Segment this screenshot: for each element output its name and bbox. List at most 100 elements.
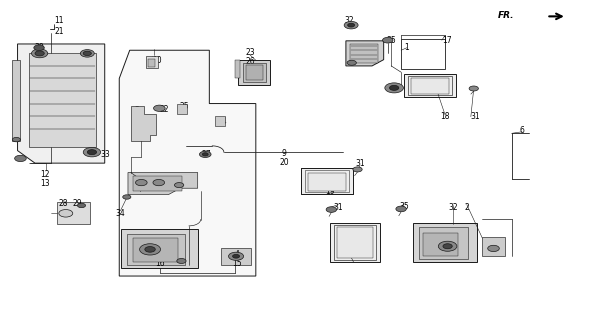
Bar: [350, 44, 378, 63]
Circle shape: [438, 241, 457, 251]
Polygon shape: [121, 229, 197, 268]
Polygon shape: [29, 53, 96, 148]
Bar: [177, 104, 187, 114]
Circle shape: [382, 37, 393, 43]
Circle shape: [390, 85, 398, 90]
Bar: [246, 65, 263, 80]
Circle shape: [87, 150, 97, 155]
Circle shape: [232, 254, 240, 258]
Polygon shape: [119, 50, 256, 276]
Circle shape: [344, 21, 358, 29]
Polygon shape: [128, 172, 197, 195]
Polygon shape: [12, 60, 20, 141]
Bar: [404, 74, 457, 97]
Text: 15: 15: [232, 259, 241, 268]
Circle shape: [228, 252, 244, 260]
Text: 30: 30: [35, 43, 44, 52]
Bar: [133, 238, 178, 262]
Text: 11: 11: [55, 16, 64, 25]
Bar: [221, 248, 251, 265]
Text: 13: 13: [40, 179, 50, 188]
Text: 6: 6: [519, 126, 524, 135]
Bar: [127, 234, 185, 265]
Bar: [133, 176, 182, 191]
Circle shape: [202, 153, 208, 156]
Text: 31: 31: [355, 159, 365, 168]
Circle shape: [59, 210, 73, 217]
Text: 35: 35: [386, 36, 396, 45]
Circle shape: [347, 23, 355, 27]
Polygon shape: [57, 202, 90, 224]
Bar: [411, 78, 449, 93]
Bar: [301, 168, 353, 195]
Bar: [308, 172, 346, 191]
Circle shape: [396, 206, 406, 212]
Circle shape: [353, 167, 362, 172]
Text: 22: 22: [160, 105, 169, 114]
Text: 25: 25: [180, 101, 189, 111]
Bar: [408, 76, 452, 95]
Bar: [419, 228, 468, 259]
Text: 14: 14: [132, 115, 142, 124]
Circle shape: [177, 259, 186, 263]
Text: 20: 20: [279, 158, 289, 167]
Circle shape: [174, 183, 184, 188]
Text: 34: 34: [116, 209, 125, 218]
Bar: [423, 233, 458, 256]
Circle shape: [136, 180, 147, 186]
Circle shape: [78, 203, 85, 208]
Circle shape: [326, 207, 337, 212]
Circle shape: [31, 49, 48, 58]
Circle shape: [487, 245, 499, 252]
Circle shape: [469, 86, 479, 91]
Bar: [305, 170, 349, 192]
Text: 33: 33: [101, 150, 110, 159]
Bar: [148, 59, 155, 67]
Text: 28: 28: [59, 199, 68, 208]
Text: 3: 3: [134, 106, 139, 115]
Circle shape: [199, 151, 211, 157]
Bar: [301, 168, 353, 195]
Text: 12: 12: [40, 170, 50, 179]
Polygon shape: [235, 60, 240, 78]
Bar: [146, 56, 158, 68]
Circle shape: [83, 51, 91, 56]
Text: 5: 5: [158, 250, 162, 259]
Text: 10: 10: [152, 56, 162, 65]
Circle shape: [443, 244, 452, 249]
Text: 1: 1: [404, 43, 409, 52]
Text: 29: 29: [72, 199, 82, 208]
Text: 9: 9: [282, 149, 287, 158]
Circle shape: [123, 195, 131, 199]
Text: 18: 18: [441, 112, 450, 121]
Polygon shape: [238, 60, 270, 85]
Polygon shape: [346, 41, 384, 66]
Text: 32: 32: [344, 16, 353, 25]
Circle shape: [347, 60, 356, 65]
Text: 26: 26: [245, 57, 255, 66]
Circle shape: [154, 105, 165, 111]
Text: 21: 21: [55, 27, 64, 36]
Text: 19: 19: [325, 187, 334, 196]
Circle shape: [83, 148, 101, 157]
Bar: [401, 39, 445, 69]
Bar: [334, 225, 376, 260]
Bar: [330, 223, 380, 262]
Bar: [215, 116, 225, 125]
Circle shape: [80, 50, 94, 57]
Text: 4: 4: [234, 250, 239, 259]
Text: 27: 27: [202, 150, 211, 159]
Text: 23: 23: [245, 48, 255, 57]
Polygon shape: [18, 44, 105, 163]
Circle shape: [385, 83, 403, 93]
Circle shape: [145, 246, 155, 252]
Text: 31: 31: [333, 203, 343, 212]
Bar: [483, 237, 505, 256]
Circle shape: [153, 180, 165, 186]
Text: 8: 8: [346, 250, 351, 259]
Text: 31: 31: [471, 112, 480, 121]
Text: 17: 17: [442, 36, 451, 45]
Text: 32: 32: [448, 203, 458, 212]
Bar: [337, 228, 373, 258]
Circle shape: [12, 137, 20, 142]
